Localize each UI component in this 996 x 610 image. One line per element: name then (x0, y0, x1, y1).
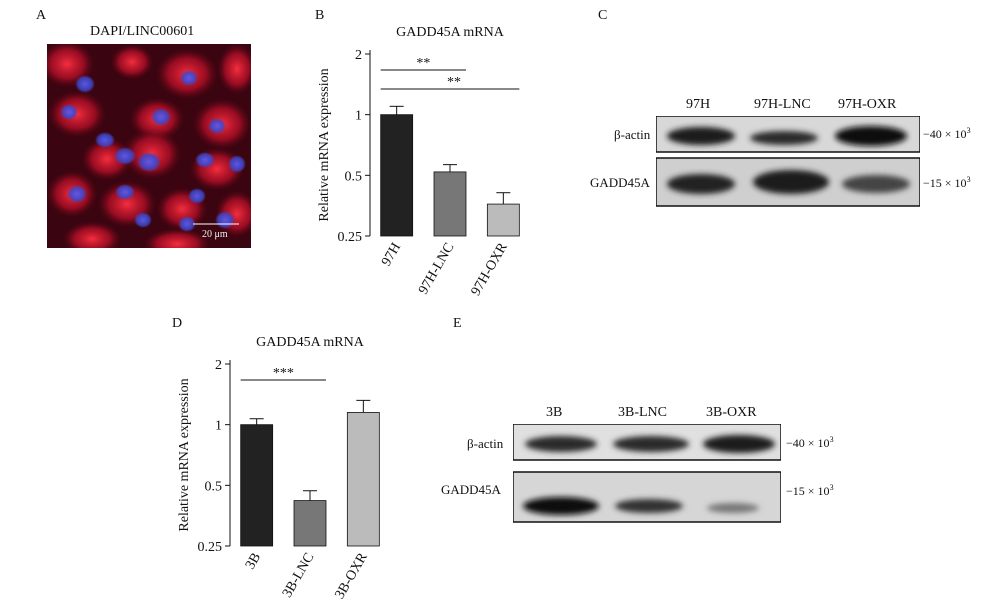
chart-d-bar-2 (293, 500, 327, 547)
blot-e-lane-2: 3B-LNC (618, 405, 667, 420)
chart-b-y-axis-label: Relative mRNA expression (317, 68, 332, 221)
scale-bar-label: 20 μm (202, 229, 228, 240)
chart-d-x-tick-label-1: 3B (243, 551, 264, 573)
blot-c-lane-3: 97H-OXR (838, 97, 897, 112)
blot-c-row-1-label: β-actin (614, 127, 651, 142)
chart-b-bar-3 (486, 203, 520, 237)
chart-b-y-tick-label: 0.25 (338, 230, 363, 245)
chart-b-sig-label-2: ** (447, 75, 461, 90)
chart-d-title: GADD45A mRNA (256, 335, 365, 350)
chart-d-sig-label-1: *** (273, 366, 294, 381)
blot-e-row-2-label: GADD45A (441, 482, 501, 497)
blot-c-lane-2: 97H-LNC (754, 97, 811, 112)
blot-e-lane-1: 3B (546, 405, 563, 420)
chart-b-sig-label-1: ** (416, 56, 430, 71)
panel-letter-d: D (172, 316, 183, 331)
panel-letter-e: E (453, 316, 462, 331)
blot-c-bands (667, 126, 910, 194)
chart-d-x-tick-label-3: 3B-OXR (333, 550, 372, 602)
chart-b-x-tick-label-2: 97H-LNC (416, 241, 457, 298)
blot-e-lane-3: 3B-OXR (706, 405, 757, 420)
chart-b-x-tick-label-3: 97H-OXR (469, 240, 511, 299)
chart-d-bar-1 (240, 424, 274, 547)
panel-letter-c: C (598, 8, 608, 23)
chart-d-bar-3 (346, 412, 380, 547)
chart-b-title: GADD45A mRNA (396, 25, 505, 40)
chart-d: GADD45A mRNA Relative mRNA expression 0.25… (177, 335, 380, 602)
chart-b-x-tick-label-1: 97H (379, 241, 404, 269)
chart-d-y-tick-label: 2 (215, 358, 222, 373)
panel-a-title: DAPI/LINC00601 (90, 24, 195, 39)
blot-c-lane-1: 97H (686, 97, 711, 112)
blot-e-marker-15: −15 × 103 (786, 483, 834, 498)
chart-b-bar-1 (380, 114, 414, 237)
chart-d-y-tick-label: 1 (215, 419, 222, 434)
panel-letter-a: A (36, 8, 47, 23)
chart-b: GADD45A mRNA Relative mRNA expression 0.25… (317, 25, 520, 299)
chart-d-y-tick-label: 0.5 (205, 479, 223, 494)
blot-e-row-1-label: β-actin (467, 436, 504, 451)
panel-letter-b: B (315, 8, 325, 23)
chart-b-y-tick-label: 2 (355, 48, 362, 63)
chart-d-y-tick-label: 0.25 (198, 540, 223, 555)
cell-nuclei-group (60, 70, 246, 232)
blot-e-image (513, 424, 781, 523)
blot-c-marker-15: −15 × 103 (923, 175, 971, 190)
chart-b-bar-2 (433, 171, 467, 237)
blot-c-row-2-label: GADD45A (590, 175, 650, 190)
fluorescence-image (47, 44, 251, 248)
chart-d-x-tick-label-2: 3B-LNC (280, 551, 317, 601)
blot-c-marker-40: −40 × 103 (923, 126, 971, 141)
chart-b-y-tick-label: 1 (355, 109, 362, 124)
chart-b-y-tick-label: 0.5 (345, 169, 363, 184)
blot-e-bands (523, 435, 775, 515)
chart-d-y-axis-label: Relative mRNA expression (177, 378, 192, 531)
blot-c-image (656, 116, 920, 207)
blot-e-marker-40: −40 × 103 (786, 435, 834, 450)
